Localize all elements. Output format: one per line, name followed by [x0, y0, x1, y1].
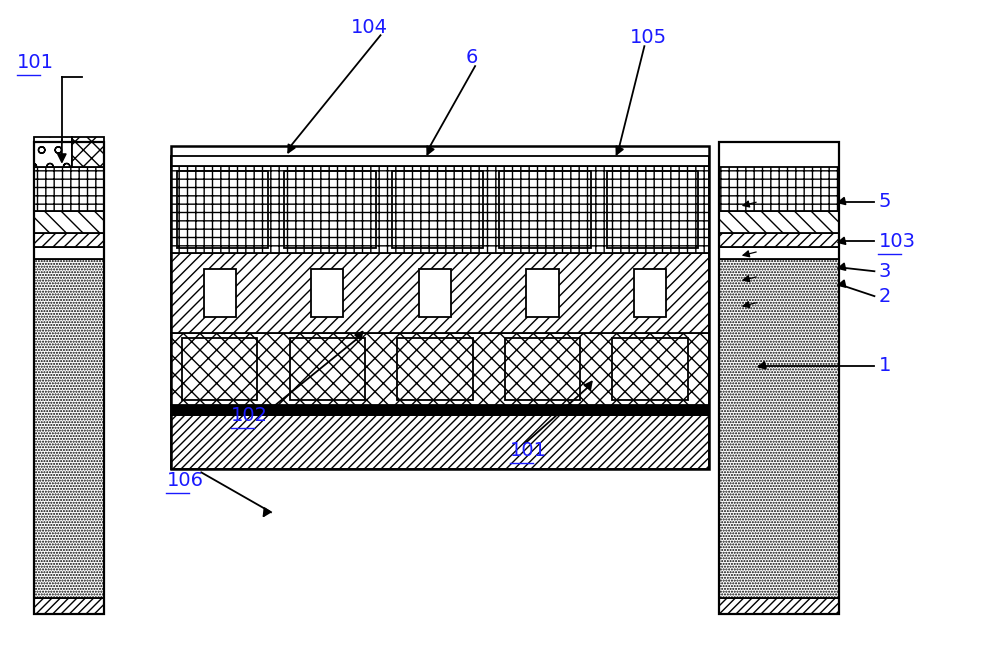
Bar	[505, 338, 580, 400]
Text: 103: 103	[878, 232, 915, 251]
Text: 101: 101	[510, 441, 547, 460]
Bar	[719, 167, 839, 211]
Bar	[34, 247, 104, 259]
Bar	[526, 269, 559, 317]
Bar	[34, 598, 104, 614]
Bar	[34, 234, 104, 247]
Bar	[634, 269, 666, 317]
Bar	[719, 211, 839, 234]
Text: 104: 104	[351, 18, 388, 37]
Bar	[612, 338, 688, 400]
Bar	[34, 137, 72, 167]
Bar	[499, 171, 591, 249]
Bar	[719, 598, 839, 614]
Bar	[311, 269, 343, 317]
Text: 6: 6	[465, 48, 478, 67]
Bar	[72, 137, 104, 167]
Bar	[171, 166, 709, 253]
Text: 105: 105	[629, 28, 667, 47]
Text: 101: 101	[17, 52, 54, 72]
Bar	[392, 171, 483, 249]
Bar	[171, 415, 709, 470]
Bar	[419, 269, 451, 317]
Bar	[34, 142, 104, 614]
Text: 5: 5	[878, 192, 891, 211]
Bar	[719, 142, 839, 614]
Bar	[719, 247, 839, 259]
Bar	[171, 333, 709, 405]
Bar	[34, 211, 104, 234]
Text: 102: 102	[231, 406, 268, 425]
Text: 3: 3	[878, 262, 891, 281]
Bar	[34, 259, 104, 598]
Bar	[204, 269, 236, 317]
Bar	[171, 155, 709, 166]
Bar	[182, 338, 257, 400]
Bar	[607, 171, 698, 249]
Bar	[34, 167, 104, 211]
Bar	[171, 405, 709, 415]
Bar	[719, 259, 839, 598]
Bar	[290, 338, 365, 400]
Bar	[284, 171, 376, 249]
Bar	[171, 146, 709, 470]
Bar	[171, 253, 709, 333]
Bar	[177, 171, 268, 249]
Text: 106: 106	[166, 471, 203, 490]
Text: 2: 2	[878, 287, 891, 306]
Bar	[719, 234, 839, 247]
Text: 1: 1	[878, 356, 891, 375]
Bar	[397, 338, 473, 400]
